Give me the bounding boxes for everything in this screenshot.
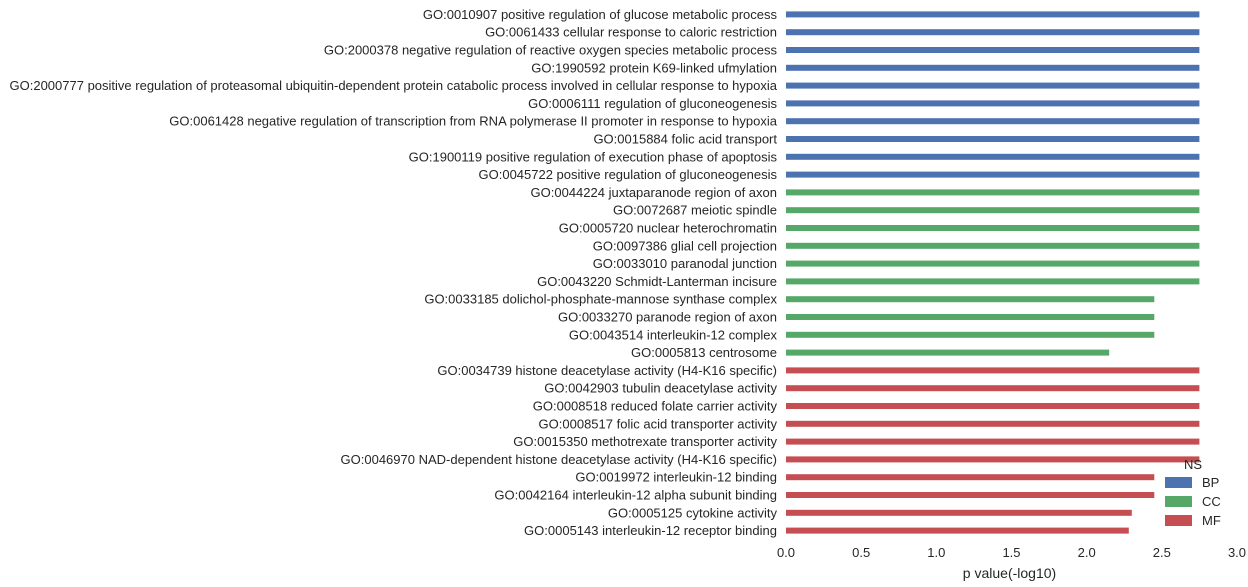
category-label: GO:0033010 paranodal junction bbox=[593, 256, 777, 271]
bar-mf bbox=[786, 509, 1132, 516]
bar-bp bbox=[786, 136, 1200, 142]
bar-cc bbox=[786, 225, 1200, 231]
bar-cc bbox=[786, 260, 1200, 267]
category-label: GO:0019972 interleukin-12 binding bbox=[575, 470, 777, 485]
x-tick-label: 1.5 bbox=[1002, 545, 1020, 560]
bar-mf bbox=[786, 527, 1129, 534]
category-label: GO:0042164 interleukin-12 alpha subunit … bbox=[494, 488, 777, 503]
bar-bp bbox=[786, 171, 1200, 178]
legend: NS BP CC MF bbox=[1165, 457, 1221, 528]
category-label: GO:0005143 interleukin-12 receptor bindi… bbox=[524, 523, 777, 538]
category-label: GO:0005125 cytokine activity bbox=[608, 505, 778, 520]
category-label: GO:0072687 meiotic spindle bbox=[613, 203, 777, 218]
bar-mf bbox=[786, 420, 1200, 427]
legend-swatch bbox=[1165, 496, 1192, 507]
category-label: GO:0008517 folic acid transporter activi… bbox=[539, 416, 778, 431]
category-label: GO:0097386 glial cell projection bbox=[593, 238, 777, 253]
bar-bp bbox=[786, 153, 1200, 160]
legend-label: BP bbox=[1202, 475, 1219, 490]
bar-cc bbox=[786, 314, 1155, 320]
bar-bp bbox=[786, 82, 1200, 89]
bar-cc bbox=[786, 242, 1200, 249]
x-tick-label: 2.5 bbox=[1153, 545, 1171, 560]
bar-bp bbox=[786, 118, 1200, 125]
category-label: GO:0005813 centrosome bbox=[631, 345, 777, 360]
x-axis-title: p value(-log10) bbox=[963, 565, 1056, 581]
category-label: GO:0043220 Schmidt-Lanterman incisure bbox=[537, 274, 777, 289]
category-label: GO:0061433 cellular response to caloric … bbox=[485, 25, 777, 40]
category-label: GO:0046970 NAD-dependent histone deacety… bbox=[341, 452, 777, 467]
category-label: GO:0005720 nuclear heterochromatin bbox=[559, 221, 777, 236]
category-label: GO:0034739 histone deacetylase activity … bbox=[437, 363, 777, 378]
category-label: GO:1990592 protein K69-linked ufmylation bbox=[531, 60, 777, 75]
bar-cc bbox=[786, 331, 1155, 338]
bar-bp bbox=[786, 64, 1200, 71]
bar-cc bbox=[786, 278, 1200, 285]
x-tick-label: 1.0 bbox=[927, 545, 945, 560]
x-tick-label: 0.0 bbox=[777, 545, 795, 560]
bars-layer bbox=[786, 11, 1200, 534]
category-label: GO:0045722 positive regulation of glucon… bbox=[479, 167, 778, 182]
category-label: GO:0043514 interleukin-12 complex bbox=[569, 327, 778, 342]
x-tick-label: 3.0 bbox=[1228, 545, 1246, 560]
bar-bp bbox=[786, 29, 1200, 36]
legend-items: BP CC MF bbox=[1165, 475, 1221, 528]
category-label: GO:1900119 positive regulation of execut… bbox=[409, 149, 778, 164]
bar-cc bbox=[786, 207, 1200, 214]
x-axis-ticks: 0.0 0.5 1.0 1.5 2.0 2.5 3.0 bbox=[777, 545, 1246, 560]
bar-cc bbox=[786, 189, 1200, 196]
bar-mf bbox=[786, 385, 1200, 392]
bar-mf bbox=[786, 367, 1200, 374]
category-label: GO:0015350 methotrexate transporter acti… bbox=[513, 434, 777, 449]
category-labels: GO:0010907 positive regulation of glucos… bbox=[10, 7, 778, 538]
category-label: GO:0033270 paranode region of axon bbox=[558, 310, 777, 325]
bar-cc bbox=[786, 349, 1110, 356]
bar-mf bbox=[786, 492, 1155, 498]
category-label: GO:0044224 juxtaparanode region of axon bbox=[531, 185, 777, 200]
legend-label: CC bbox=[1202, 494, 1221, 509]
category-label: GO:0042903 tubulin deacetylase activity bbox=[544, 381, 777, 396]
bar-bp bbox=[786, 11, 1200, 18]
bar-mf bbox=[786, 474, 1155, 481]
category-label: GO:0008518 reduced folate carrier activi… bbox=[533, 399, 778, 414]
x-tick-label: 2.0 bbox=[1078, 545, 1096, 560]
legend-swatch bbox=[1165, 515, 1192, 526]
legend-label: MF bbox=[1202, 513, 1221, 528]
bar-cc bbox=[786, 296, 1155, 303]
bar-mf bbox=[786, 456, 1200, 463]
category-label: GO:0010907 positive regulation of glucos… bbox=[423, 7, 778, 22]
category-label: GO:0015884 folic acid transport bbox=[593, 132, 777, 147]
category-label: GO:2000777 positive regulation of protea… bbox=[10, 78, 778, 93]
bar-mf bbox=[786, 403, 1200, 409]
legend-title: NS bbox=[1184, 457, 1202, 472]
x-tick-label: 0.5 bbox=[852, 545, 870, 560]
category-label: GO:0006111 regulation of gluconeogenesis bbox=[528, 96, 777, 111]
bar-bp bbox=[786, 47, 1200, 53]
category-label: GO:0061428 negative regulation of transc… bbox=[169, 114, 777, 129]
bar-mf bbox=[786, 438, 1200, 445]
category-label: GO:0033185 dolichol-phosphate-mannose sy… bbox=[424, 292, 777, 307]
legend-swatch bbox=[1165, 477, 1192, 488]
bar-bp bbox=[786, 100, 1200, 107]
category-label: GO:2000378 negative regulation of reacti… bbox=[324, 43, 778, 58]
